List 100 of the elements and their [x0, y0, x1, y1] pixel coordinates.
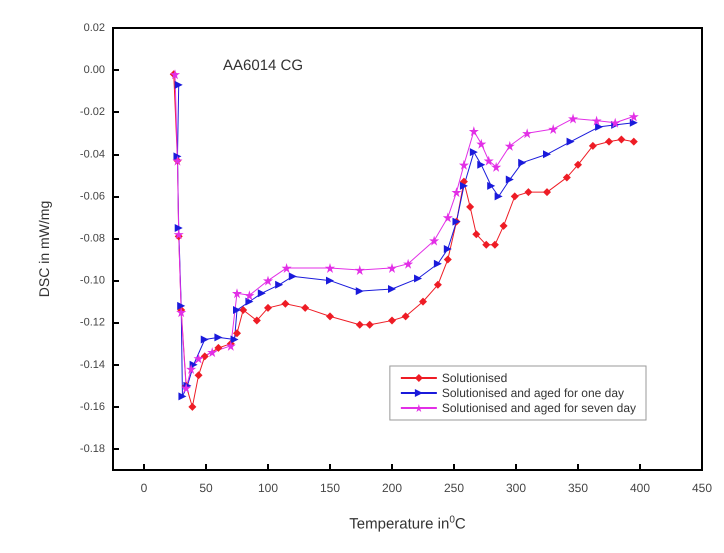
point: [233, 306, 241, 314]
y-tick-label: -0.10: [80, 274, 105, 287]
point: [326, 312, 334, 320]
legend-label: Solutionised: [442, 371, 508, 385]
point: [258, 289, 266, 298]
point: [174, 224, 183, 232]
x-tick-label: 50: [199, 481, 213, 495]
legend-label: Solutionised and aged for seven day: [442, 401, 636, 415]
point: [491, 162, 502, 172]
y-tick-label: 0.00: [84, 64, 105, 76]
point: [468, 126, 479, 136]
point: [500, 222, 508, 230]
y-tick-label: -0.18: [80, 442, 105, 455]
point: [356, 287, 364, 296]
point: [451, 187, 462, 198]
point: [562, 173, 571, 182]
point: [177, 302, 186, 310]
x-tick-label: 200: [382, 481, 402, 495]
point: [524, 188, 532, 196]
point: [588, 142, 597, 150]
point: [630, 118, 638, 127]
point: [194, 353, 204, 364]
point: [178, 392, 186, 400]
point: [387, 262, 397, 273]
point: [460, 182, 468, 190]
point: [630, 138, 638, 146]
point: [592, 116, 602, 126]
point: [506, 176, 514, 184]
point: [434, 260, 442, 268]
point: [226, 340, 236, 351]
point: [288, 272, 297, 280]
point: [444, 256, 452, 264]
point: [543, 188, 551, 196]
point: [522, 128, 532, 138]
point: [510, 192, 519, 200]
y-tick-label: 0.02: [84, 22, 105, 34]
point: [181, 382, 192, 393]
point: [200, 336, 209, 344]
point: [472, 230, 480, 238]
point: [543, 150, 551, 158]
x-tick-label: 350: [568, 481, 588, 495]
point: [264, 304, 272, 312]
point: [482, 240, 490, 249]
y-axis-title: DSC in mW/mg: [36, 200, 52, 298]
point: [490, 240, 499, 249]
y-tick-label: -0.06: [80, 190, 105, 202]
point: [566, 138, 575, 146]
point: [429, 236, 440, 246]
point: [605, 138, 613, 146]
point: [388, 316, 396, 325]
point: [200, 352, 209, 360]
x-tick-label: 150: [320, 481, 340, 495]
point: [487, 182, 496, 190]
point: [419, 298, 427, 306]
point: [207, 347, 218, 358]
point: [466, 202, 474, 211]
point: [470, 148, 478, 156]
point: [476, 138, 486, 149]
point: [174, 229, 184, 240]
point: [188, 402, 196, 411]
point: [194, 371, 203, 380]
point: [356, 320, 364, 329]
point: [414, 274, 422, 282]
point: [281, 300, 290, 308]
point: [301, 304, 310, 312]
point: [252, 316, 261, 325]
point: [263, 276, 273, 286]
point: [275, 280, 284, 289]
point: [244, 290, 254, 300]
point: [233, 329, 241, 338]
point: [325, 262, 335, 273]
legend-label: Solutionised and aged for one day: [442, 386, 624, 400]
point: [568, 114, 578, 124]
point: [388, 284, 396, 293]
point: [504, 140, 515, 151]
point: [354, 265, 365, 276]
point: [174, 80, 183, 89]
point: [574, 160, 582, 169]
point: [186, 364, 196, 374]
point: [326, 276, 334, 285]
point: [403, 258, 414, 269]
point: [484, 156, 494, 166]
point: [230, 336, 239, 344]
x-tick-label: 300: [506, 481, 526, 495]
point: [232, 288, 242, 298]
point: [628, 111, 639, 122]
point: [518, 158, 526, 167]
point: [477, 160, 486, 169]
x-tick-label: 250: [444, 481, 464, 495]
x-tick-label: 0: [140, 481, 148, 495]
point: [444, 245, 452, 253]
point: [610, 118, 620, 128]
annotation: AA6014 CG: [223, 57, 304, 74]
point: [214, 333, 222, 342]
y-tick-label: -0.14: [80, 358, 105, 371]
point: [434, 280, 442, 289]
point: [402, 312, 410, 320]
y-tick-label: -0.12: [80, 316, 105, 329]
point: [548, 124, 558, 134]
point: [458, 160, 469, 170]
